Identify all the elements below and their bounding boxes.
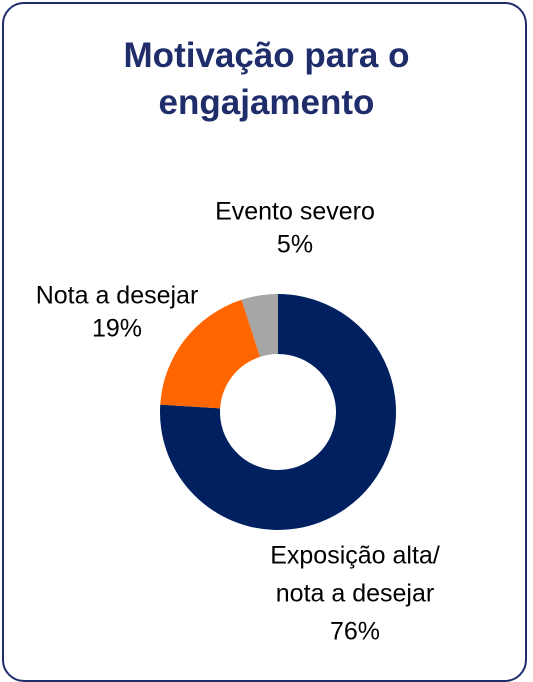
donut-slice bbox=[160, 294, 396, 530]
chart-title: Motivação para o engajamento bbox=[123, 36, 410, 122]
slice-label: Evento severo bbox=[215, 198, 375, 226]
donut-slice bbox=[241, 294, 278, 357]
slice-label: Nota a desejar bbox=[36, 282, 199, 310]
chart: Exposição alta/nota a desejar 76% Nota a d… bbox=[36, 198, 440, 646]
slice-value-label: 5% bbox=[277, 231, 313, 259]
slice-label: Exposição alta/ bbox=[270, 542, 440, 570]
slice-label: nota a desejar bbox=[276, 580, 434, 608]
slice-value-label: 19% bbox=[92, 315, 142, 343]
slice-value-label: 76% bbox=[330, 618, 380, 646]
donut-slice bbox=[160, 299, 261, 409]
